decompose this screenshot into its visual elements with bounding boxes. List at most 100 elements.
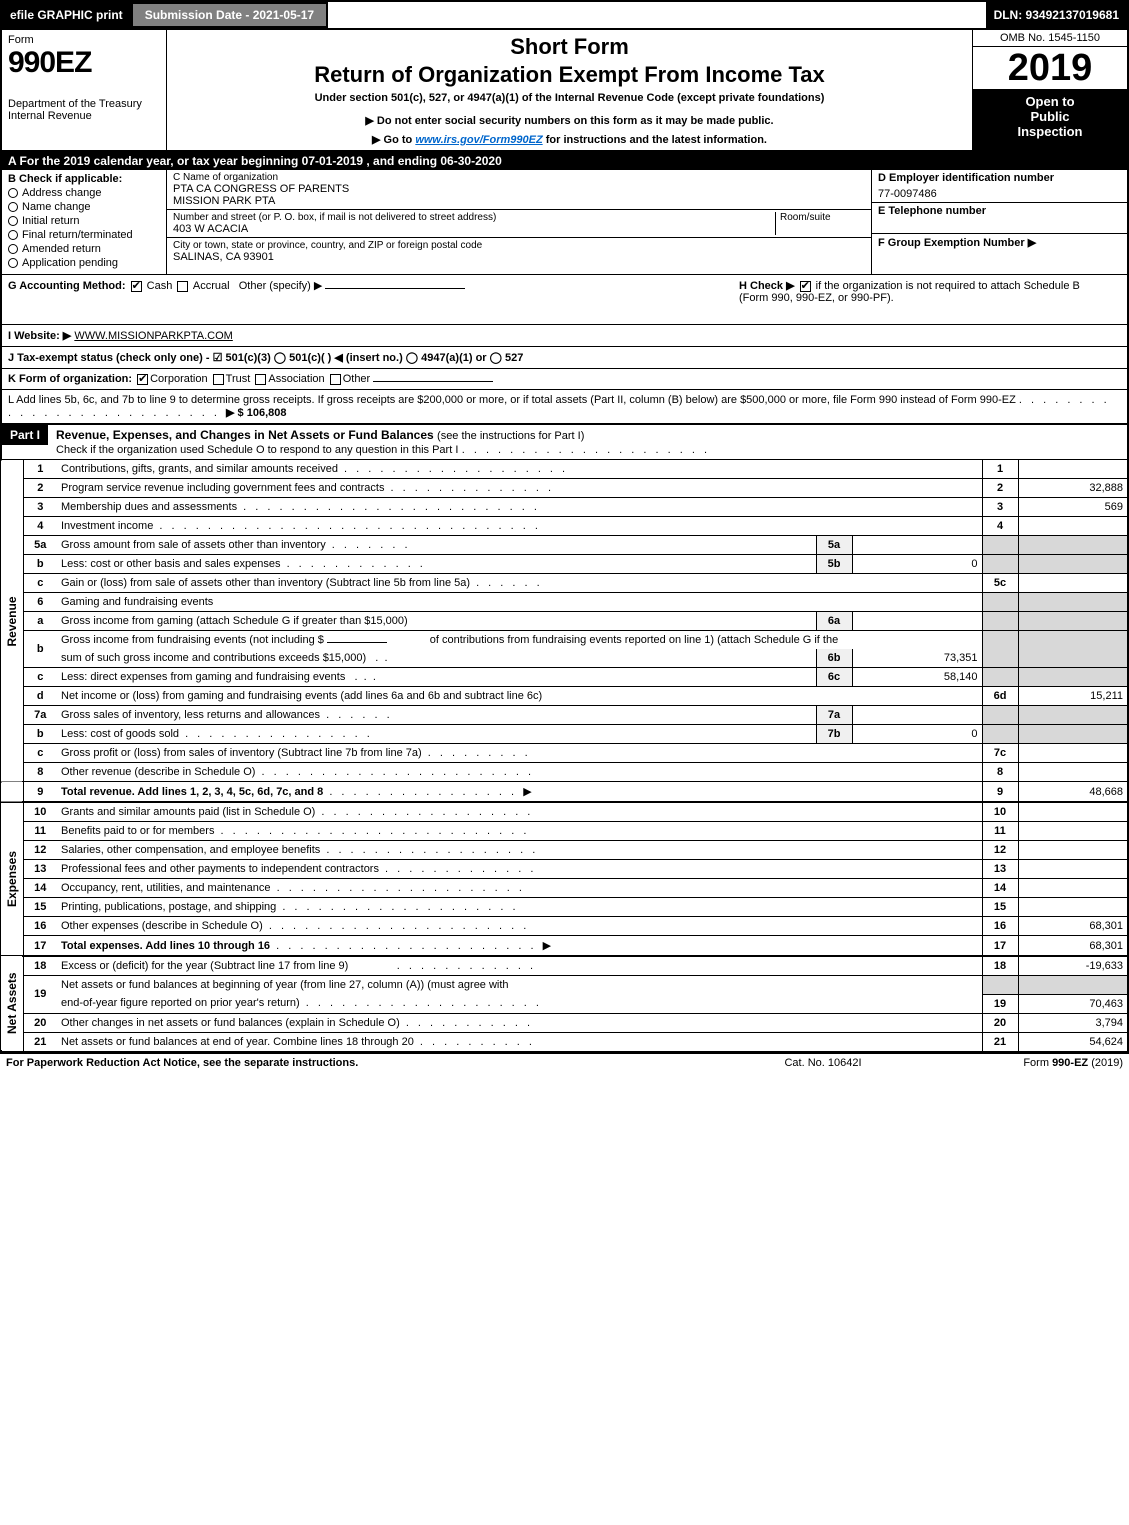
line-number: 18 xyxy=(23,956,57,976)
shaded-cell xyxy=(982,555,1018,574)
revenue-side-label: Revenue xyxy=(1,460,23,782)
line-number: 4 xyxy=(23,517,57,536)
chk-cash[interactable] xyxy=(131,281,142,292)
chk-final-return[interactable]: Final return/terminated xyxy=(8,229,160,241)
table-row: 13 Professional fees and other payments … xyxy=(1,860,1128,879)
other-org-line[interactable] xyxy=(373,381,493,382)
line-number: 19 xyxy=(23,976,57,1014)
checkbox-icon xyxy=(8,202,18,212)
row-l-amount: ▶ $ 106,808 xyxy=(226,407,286,419)
accrual-label: Accrual xyxy=(193,280,230,292)
col-number: 17 xyxy=(982,936,1018,957)
trust-label: Trust xyxy=(226,373,251,385)
chk-other-org[interactable] xyxy=(330,374,341,385)
short-form-title: Short Form xyxy=(175,34,964,60)
other-org-label: Other xyxy=(343,373,371,385)
expenses-side-label: Expenses xyxy=(1,802,23,956)
open-to-public-inspection: Open to Public Inspection xyxy=(973,90,1127,150)
table-row: a Gross income from gaming (attach Sched… xyxy=(1,612,1128,631)
table-row: 21 Net assets or fund balances at end of… xyxy=(1,1032,1128,1051)
chk-label: Amended return xyxy=(22,243,101,255)
mini-value: 73,351 xyxy=(852,649,982,668)
form-word: Form xyxy=(8,34,160,46)
col-number: 2 xyxy=(982,479,1018,498)
footer-right-post: (2019) xyxy=(1091,1057,1123,1069)
irs-link[interactable]: www.irs.gov/Form990EZ xyxy=(415,134,542,146)
chk-initial-return[interactable]: Initial return xyxy=(8,215,160,227)
shaded-cell xyxy=(982,593,1018,612)
header-right: OMB No. 1545-1150 2019 Open to Public In… xyxy=(972,30,1127,150)
line-desc: Gross amount from sale of assets other t… xyxy=(57,536,816,555)
chk-corporation[interactable] xyxy=(137,374,148,385)
checkbox-icon xyxy=(8,258,18,268)
line-desc: Gaming and fundraising events xyxy=(57,593,982,612)
other-specify-line[interactable] xyxy=(325,288,465,289)
chk-trust[interactable] xyxy=(213,374,224,385)
table-row: 8 Other revenue (describe in Schedule O)… xyxy=(1,763,1128,782)
line-desc: Salaries, other compensation, and employ… xyxy=(57,841,982,860)
line-number: 1 xyxy=(23,460,57,479)
efile-print-label[interactable]: efile GRAPHIC print xyxy=(2,2,131,28)
part-1-header: Part I Revenue, Expenses, and Changes in… xyxy=(0,425,1129,460)
line-number: 16 xyxy=(23,917,57,936)
chk-association[interactable] xyxy=(255,374,266,385)
chk-application-pending[interactable]: Application pending xyxy=(8,257,160,269)
col-value xyxy=(1018,841,1128,860)
org-name-row: C Name of organization PTA CA CONGRESS O… xyxy=(167,170,871,210)
table-row: c Less: direct expenses from gaming and … xyxy=(1,668,1128,687)
omb-number: OMB No. 1545-1150 xyxy=(973,30,1127,47)
irs-label: Internal Revenue xyxy=(8,110,160,122)
org-name-1: PTA CA CONGRESS OF PARENTS xyxy=(173,183,865,195)
org-name-caption: C Name of organization xyxy=(173,172,865,183)
col-value xyxy=(1018,460,1128,479)
col-number: 10 xyxy=(982,802,1018,822)
table-row: c Gross profit or (loss) from sales of i… xyxy=(1,744,1128,763)
chk-h[interactable] xyxy=(800,281,811,292)
part-1-checkbox[interactable] xyxy=(1097,425,1127,431)
line-desc: Gross income from gaming (attach Schedul… xyxy=(57,612,816,631)
chk-name-change[interactable]: Name change xyxy=(8,201,160,213)
table-row: 12 Salaries, other compensation, and emp… xyxy=(1,841,1128,860)
line-number: 15 xyxy=(23,898,57,917)
line-desc: Less: cost of goods sold . . . . . . . .… xyxy=(57,725,816,744)
line-desc: Grants and similar amounts paid (list in… xyxy=(57,802,982,822)
h-text2: if the organization is not required to a… xyxy=(816,280,1080,292)
line-desc: Other changes in net assets or fund bala… xyxy=(57,1013,982,1032)
group-exemption-label: F Group Exemption Number ▶ xyxy=(872,233,1127,251)
website-value[interactable]: WWW.MISSIONPARKPTA.COM xyxy=(74,330,232,342)
mini-value: 58,140 xyxy=(852,668,982,687)
chk-address-change[interactable]: Address change xyxy=(8,187,160,199)
row-h: H Check ▶ if the organization is not req… xyxy=(739,279,1119,304)
col-value: -19,633 xyxy=(1018,956,1128,976)
col-value: 68,301 xyxy=(1018,917,1128,936)
table-row: c Gain or (loss) from sale of assets oth… xyxy=(1,574,1128,593)
row-l: L Add lines 5b, 6c, and 7b to line 9 to … xyxy=(0,390,1129,425)
checkbox-icon xyxy=(8,216,18,226)
line-desc: Net assets or fund balances at beginning… xyxy=(57,976,982,995)
header-left: Form 990EZ Department of the Treasury In… xyxy=(2,30,167,150)
form-header: Form 990EZ Department of the Treasury In… xyxy=(0,30,1129,152)
chk-amended-return[interactable]: Amended return xyxy=(8,243,160,255)
mini-line-number: 7b xyxy=(816,725,852,744)
checkbox-icon xyxy=(8,188,18,198)
goto-pre: ▶ Go to xyxy=(372,134,415,146)
street-value: 403 W ACACIA xyxy=(173,223,775,235)
mini-line-number: 5a xyxy=(816,536,852,555)
desc-part: Gross income from fundraising events (no… xyxy=(61,634,324,646)
table-row: d Net income or (loss) from gaming and f… xyxy=(1,687,1128,706)
blank-amount[interactable] xyxy=(327,642,387,643)
room-suite: Room/suite xyxy=(775,212,865,235)
col-number: 11 xyxy=(982,822,1018,841)
website-label: I Website: ▶ xyxy=(8,330,71,342)
ein-label: D Employer identification number xyxy=(872,170,1127,186)
table-row: 3 Membership dues and assessments . . . … xyxy=(1,498,1128,517)
line-desc: Membership dues and assessments . . . . … xyxy=(57,498,982,517)
ssn-notice: ▶ Do not enter social security numbers o… xyxy=(175,114,964,127)
chk-accrual[interactable] xyxy=(177,281,188,292)
line-desc: Less: cost or other basis and sales expe… xyxy=(57,555,816,574)
line-number: 13 xyxy=(23,860,57,879)
line-number: a xyxy=(23,612,57,631)
line-desc: Program service revenue including govern… xyxy=(57,479,982,498)
page-footer: For Paperwork Reduction Act Notice, see … xyxy=(0,1052,1129,1072)
shaded-cell xyxy=(1018,631,1128,668)
